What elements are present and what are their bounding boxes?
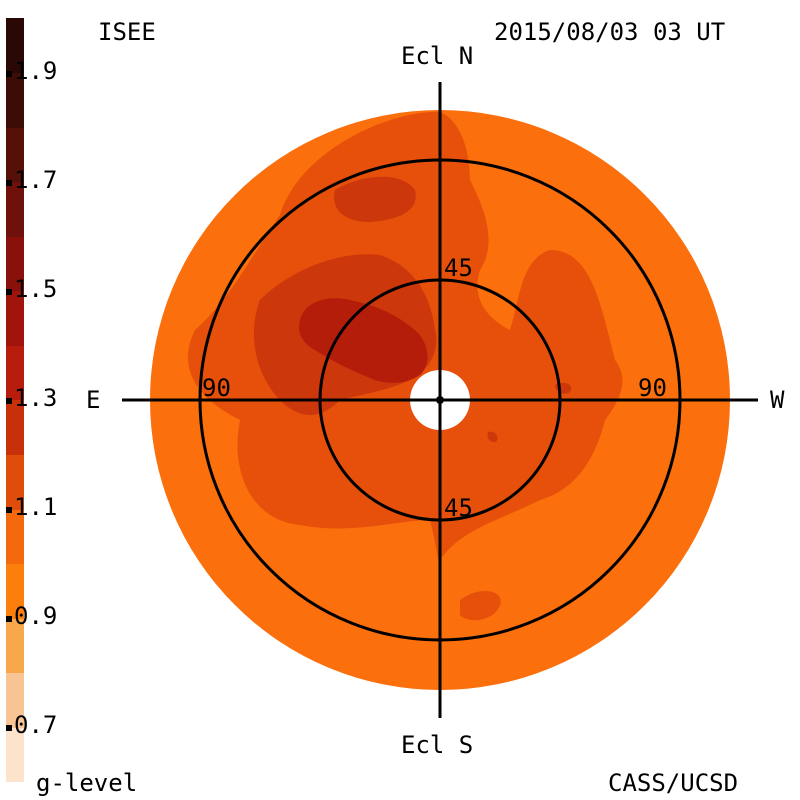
- colorbar-segment: [6, 236, 24, 292]
- tick-value: 1.1: [14, 493, 58, 522]
- tick-value: 1.3: [14, 384, 58, 412]
- colorbar-segment: [6, 290, 24, 346]
- tick-mark: [6, 398, 12, 404]
- tick-value: 0.7: [14, 711, 58, 740]
- tick-mark: [6, 179, 12, 186]
- north-axis-label: Ecl N: [401, 42, 474, 70]
- colorbar-tick-label: 1.1: [6, 495, 57, 519]
- colorbar-segment: [6, 18, 24, 73]
- colorbar-tick-label: 1.5: [6, 277, 57, 301]
- tick-value: 0.9: [14, 602, 58, 631]
- colorbar-segment: [6, 672, 24, 728]
- instrument-label: ISEE: [98, 18, 156, 46]
- west-axis-label: W: [770, 386, 785, 414]
- legend-label: g-level: [36, 769, 138, 797]
- tick-mark: [6, 288, 12, 295]
- east-axis-label: E: [86, 386, 101, 414]
- credit-label: CASS/UCSD: [608, 769, 739, 797]
- level-3-regions: [298, 298, 428, 383]
- ring-label-45-bottom: 45: [444, 494, 473, 522]
- colorbar-segment: [6, 618, 24, 674]
- tick-mark: [6, 70, 12, 77]
- tick-value: 1.9: [14, 56, 58, 85]
- colorbar-tick-label: 1.3: [6, 386, 57, 410]
- colorbar-tick-label: 0.7: [6, 713, 57, 737]
- colorbar-segment: [6, 72, 24, 128]
- ring-label-90-right: 90: [638, 374, 667, 402]
- south-axis-label: Ecl S: [401, 731, 474, 759]
- colorbar: [6, 18, 24, 783]
- colorbar-segment: [6, 400, 24, 455]
- colorbar-segment: [6, 127, 24, 183]
- colorbar-segment: [6, 563, 24, 619]
- tick-mark: [6, 725, 12, 732]
- center-dot: [436, 396, 444, 404]
- colorbar-segment: [6, 181, 24, 237]
- colorbar-tick-label: 1.9: [6, 59, 57, 83]
- colorbar-segment: [6, 727, 24, 783]
- colorbar-segment: [6, 345, 24, 401]
- colorbar-tick-label: 0.9: [6, 604, 57, 628]
- tick-value: 1.7: [14, 165, 58, 194]
- timestamp-label: 2015/08/03 03 UT: [494, 18, 726, 46]
- tick-mark: [6, 507, 12, 514]
- colorbar-tick-label: 1.7: [6, 168, 57, 192]
- colorbar-segment: [6, 454, 24, 510]
- tick-mark: [6, 616, 12, 623]
- tick-value: 1.5: [14, 274, 58, 303]
- ring-label-45-top: 45: [444, 254, 473, 282]
- ring-label-90-left: 90: [202, 374, 231, 402]
- colorbar-segment: [6, 509, 24, 565]
